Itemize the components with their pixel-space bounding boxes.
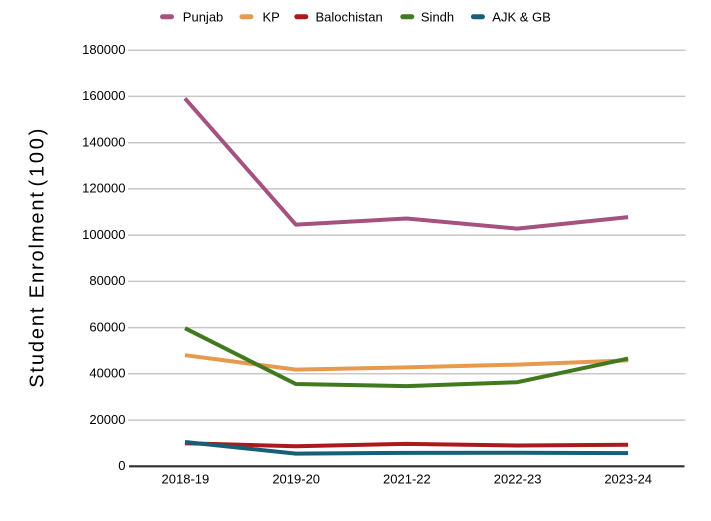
svg-text:KP: KP: [263, 9, 280, 24]
svg-text:(100): (100): [27, 126, 49, 187]
svg-text:2023-24: 2023-24: [604, 471, 652, 486]
svg-text:2022-23: 2022-23: [494, 471, 542, 486]
svg-text:120000: 120000: [82, 181, 125, 196]
svg-text:80000: 80000: [89, 273, 125, 288]
svg-text:160000: 160000: [82, 88, 125, 103]
svg-text:2019-20: 2019-20: [272, 471, 320, 486]
svg-text:Balochistan: Balochistan: [316, 9, 383, 24]
svg-text:60000: 60000: [89, 319, 125, 334]
svg-text:AJK & GB: AJK & GB: [492, 9, 551, 24]
svg-text:Punjab: Punjab: [183, 9, 223, 24]
svg-text:140000: 140000: [82, 134, 125, 149]
svg-text:40000: 40000: [89, 366, 125, 381]
svg-text:180000: 180000: [82, 42, 125, 57]
svg-text:2021-22: 2021-22: [383, 471, 431, 486]
svg-text:Student Enrolment: Student Enrolment: [27, 190, 49, 388]
svg-text:100000: 100000: [82, 227, 125, 242]
svg-text:0: 0: [118, 458, 125, 473]
svg-text:Sindh: Sindh: [421, 9, 454, 24]
svg-text:20000: 20000: [89, 412, 125, 427]
svg-text:2018-19: 2018-19: [162, 471, 210, 486]
